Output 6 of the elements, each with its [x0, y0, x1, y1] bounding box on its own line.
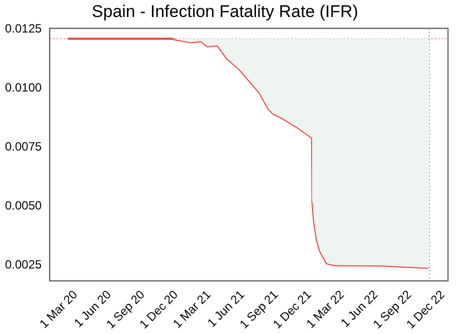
- y-tick-label: 0.0125: [5, 22, 42, 36]
- y-tick-label: 0.0050: [5, 198, 42, 213]
- chart-title: Spain - Infection Fatality Rate (IFR): [92, 2, 358, 21]
- y-tick-label: 0.0100: [5, 80, 42, 95]
- y-tick-label: 0.0025: [5, 258, 42, 272]
- y-tick-label: 0.0075: [5, 140, 42, 154]
